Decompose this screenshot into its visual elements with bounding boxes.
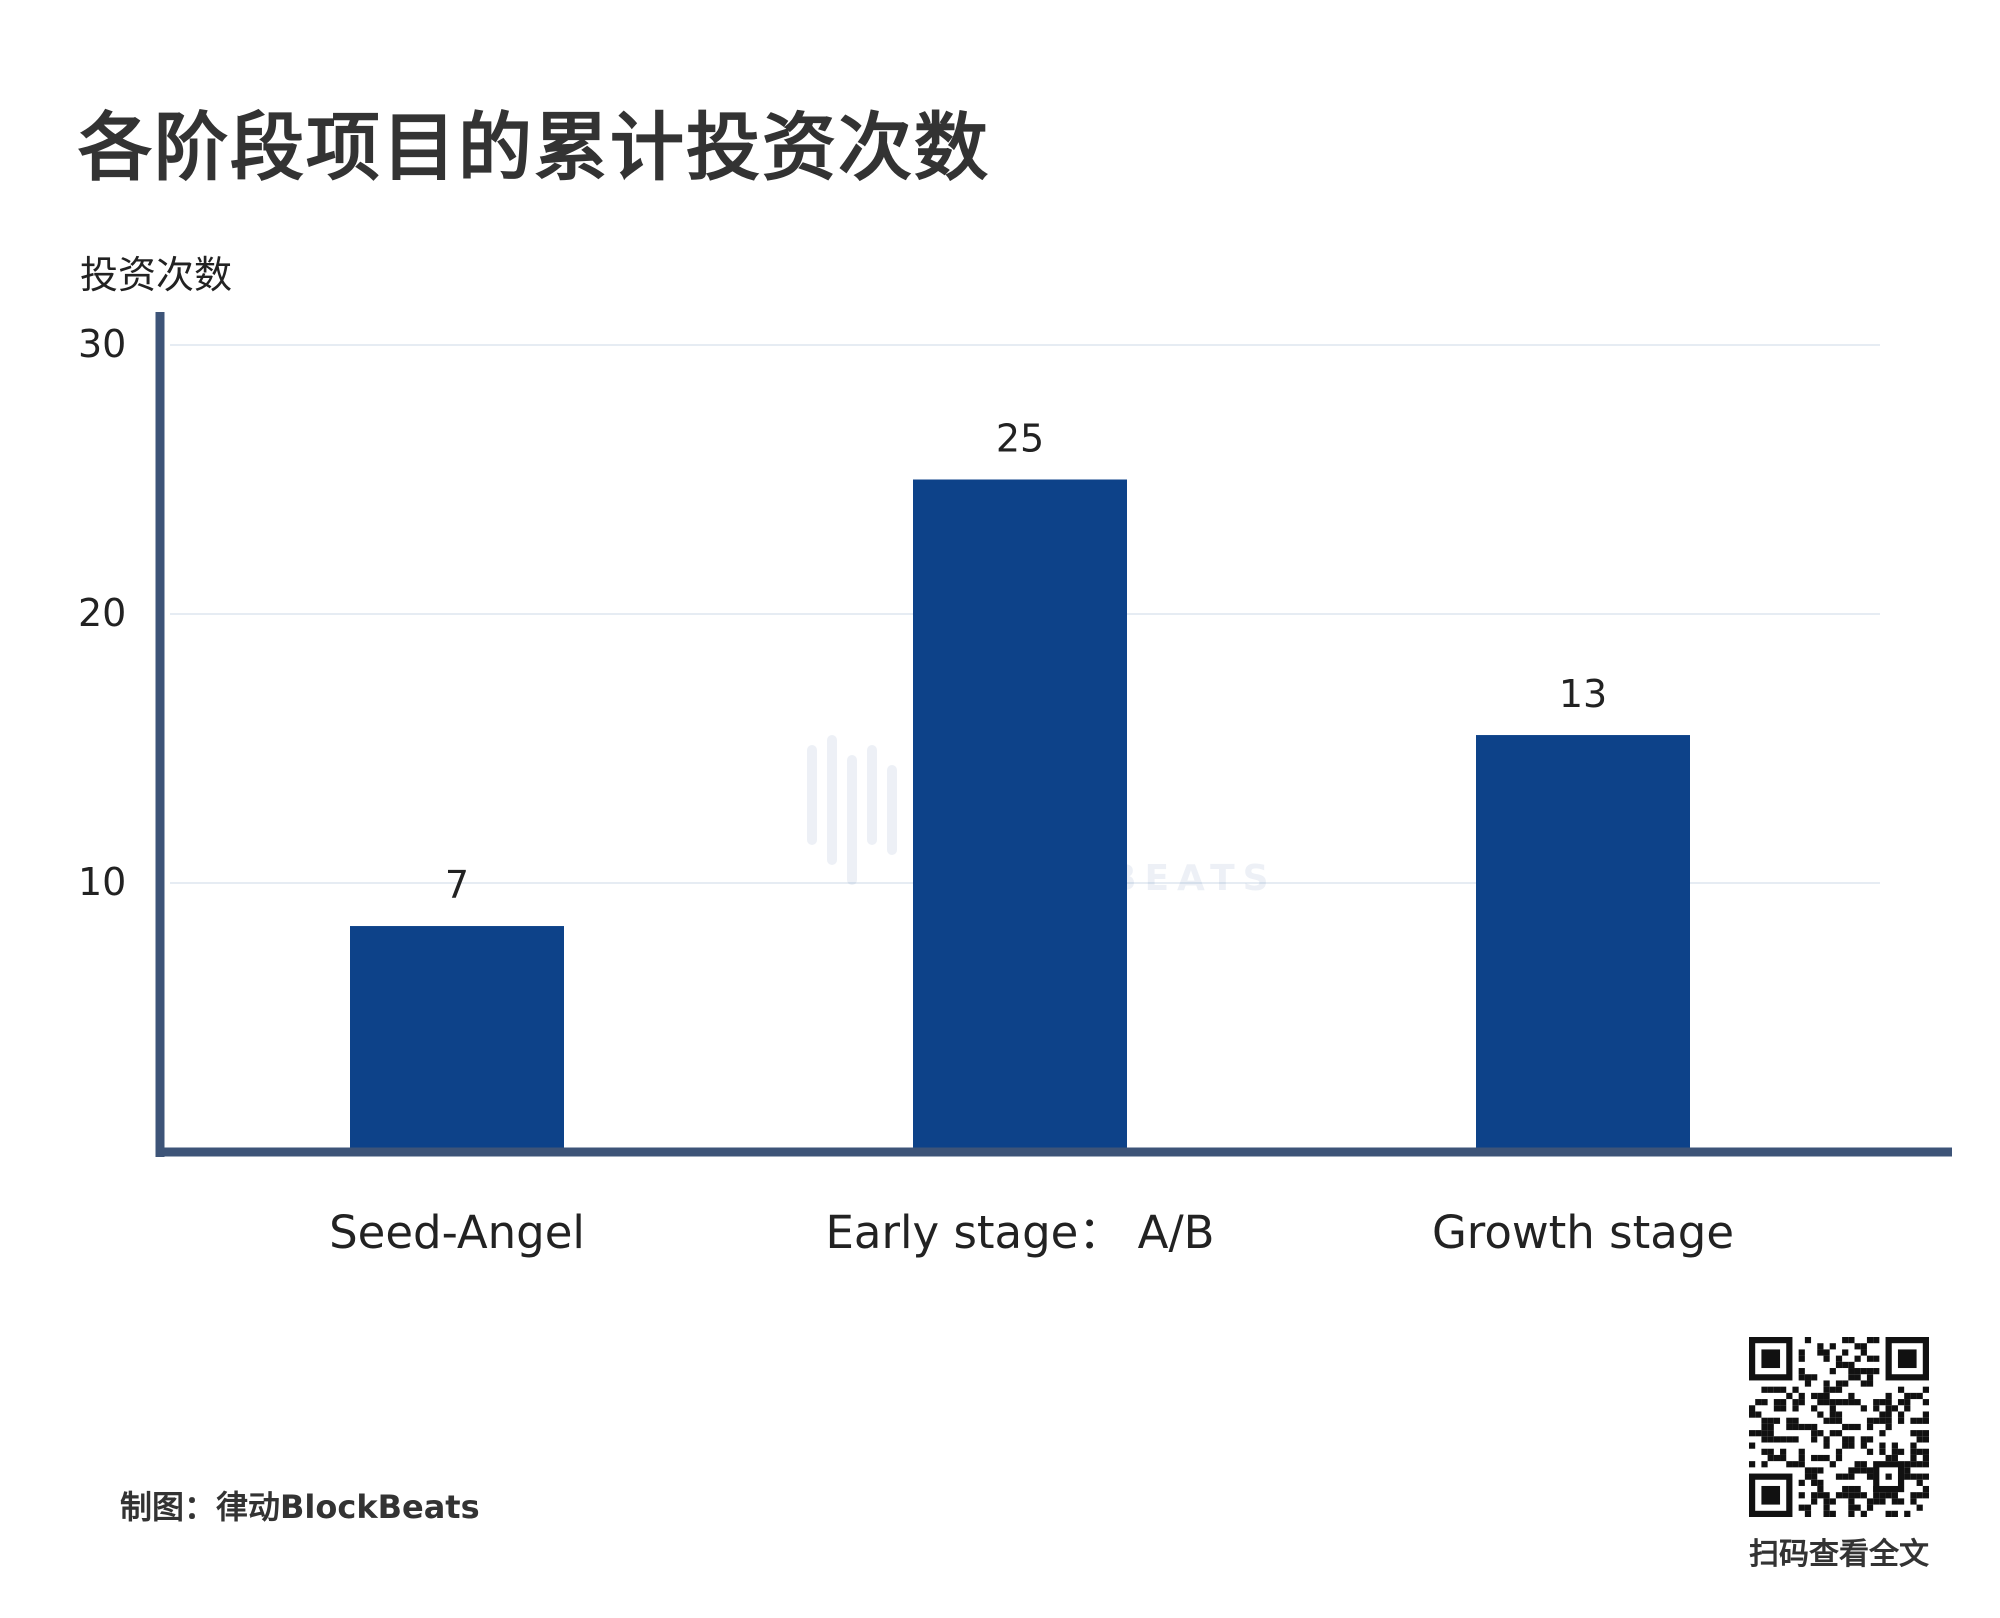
qr-code-icon (1749, 1337, 1929, 1517)
y-axis-label: 投资次数 (80, 253, 233, 297)
y-tick-label: 20 (78, 591, 126, 635)
qr-caption: 扫码查看全文 (1749, 1537, 1929, 1572)
bar-1 (350, 926, 564, 1152)
bar-value-label: 7 (445, 863, 469, 907)
bar-value-label: 25 (996, 417, 1044, 461)
y-tick-label: 30 (78, 322, 126, 366)
bar-3 (1476, 735, 1690, 1152)
bar-2 (913, 479, 1127, 1152)
qr-section: 扫码查看全文 (1744, 1337, 1934, 1573)
x-tick-label: Early stage： A/B (826, 1206, 1215, 1259)
bar-value-label: 13 (1559, 672, 1607, 716)
x-tick-label: Growth stage (1432, 1206, 1734, 1259)
chart-title: 各阶段项目的累计投资次数 (78, 105, 990, 191)
credit-text: 制图：律动BlockBeats (120, 1488, 480, 1526)
y-tick-label: 10 (78, 860, 126, 904)
x-tick-label: Seed-Angel (329, 1206, 585, 1259)
